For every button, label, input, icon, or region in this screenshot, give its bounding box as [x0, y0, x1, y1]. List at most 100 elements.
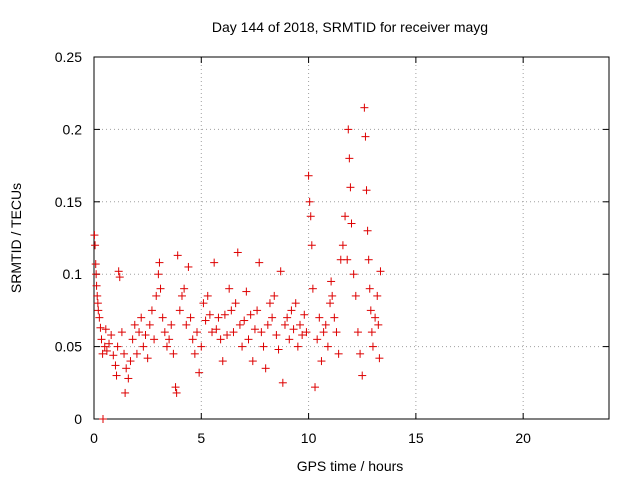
data-point [143, 354, 152, 363]
data-point [263, 320, 272, 329]
data-point [302, 328, 311, 337]
data-point [91, 241, 100, 250]
data-point [214, 313, 223, 322]
data-point [122, 364, 131, 373]
data-point [344, 125, 353, 134]
data-point [338, 241, 347, 250]
x-axis-label: GPS time / hours [297, 458, 404, 474]
chart-title: Day 144 of 2018, SRMTID for receiver may… [212, 19, 488, 35]
data-point [210, 258, 219, 267]
data-point [363, 226, 372, 235]
data-point [375, 354, 384, 363]
data-point [285, 335, 294, 344]
data-point [289, 325, 298, 334]
data-point [165, 335, 174, 344]
data-point [156, 284, 165, 293]
data-point [334, 349, 343, 358]
data-point [283, 313, 292, 322]
data-point [346, 183, 355, 192]
data-point [313, 335, 322, 344]
data-point [250, 325, 259, 334]
data-point [195, 368, 204, 377]
data-point [332, 328, 341, 337]
data-point [177, 291, 186, 300]
x-tick-label: 5 [197, 430, 205, 446]
data-point [105, 339, 114, 348]
data-point [362, 186, 371, 195]
data-point [305, 197, 314, 206]
data-point [92, 281, 101, 290]
data-point [112, 371, 121, 380]
tick-labels: 0 5 10 15 20 0 0.05 0.1 0.15 0.2 0.25 [55, 49, 531, 446]
data-point [132, 349, 141, 358]
data-point [240, 316, 249, 325]
data-point [287, 306, 296, 315]
data-point [229, 328, 238, 337]
data-point [139, 342, 148, 351]
y-tick-label: 0.15 [55, 194, 82, 210]
data-point [328, 291, 337, 300]
data-point [171, 383, 180, 392]
data-point [349, 270, 358, 279]
data-point [120, 349, 129, 358]
data-point [114, 267, 123, 276]
data-point [233, 248, 242, 257]
data-point [128, 335, 137, 344]
data-point [137, 313, 146, 322]
data-point [246, 310, 255, 319]
data-point [184, 262, 193, 271]
data-point [188, 335, 197, 344]
data-point [90, 231, 99, 240]
data-point [208, 328, 217, 337]
data-point [327, 277, 336, 286]
axis-ticks [93, 56, 609, 420]
data-point [147, 306, 156, 315]
data-point [220, 310, 229, 319]
data-point [360, 103, 369, 112]
y-tick-label: 0.05 [55, 339, 82, 355]
data-point [257, 328, 266, 337]
data-point [259, 342, 268, 351]
data-point [150, 335, 159, 344]
data-point [365, 284, 374, 293]
grid-lines [94, 57, 609, 419]
data-point [341, 212, 350, 221]
data-point [272, 331, 281, 340]
data-point [368, 342, 377, 351]
data-point [306, 212, 315, 221]
data-point [319, 328, 328, 337]
x-tick-label: 20 [515, 430, 531, 446]
data-point [190, 349, 199, 358]
data-point [321, 320, 330, 329]
data-point [274, 345, 283, 354]
data-point [253, 306, 262, 315]
data-point [353, 328, 362, 337]
data-point [315, 313, 324, 322]
data-point [100, 342, 109, 351]
data-point [270, 291, 279, 300]
y-tick-label: 0.1 [63, 266, 83, 282]
data-point [261, 364, 270, 373]
data-point [205, 310, 214, 319]
data-point [186, 313, 195, 322]
data-point [296, 320, 304, 329]
data-point [330, 313, 339, 322]
data-point [173, 251, 182, 260]
data-point [91, 260, 100, 269]
data-point [99, 415, 108, 423]
data-point [175, 306, 184, 315]
data-point [235, 320, 244, 329]
data-point [358, 371, 367, 380]
data-point [356, 349, 365, 358]
data-point [152, 291, 161, 300]
data-point [115, 273, 124, 282]
data-point [180, 284, 189, 293]
data-point [109, 351, 118, 360]
data-point [212, 325, 221, 334]
data-point [158, 313, 167, 322]
data-point [107, 331, 116, 340]
data-point [117, 328, 126, 337]
y-tick-label: 0.2 [63, 121, 83, 137]
data-point [225, 284, 234, 293]
